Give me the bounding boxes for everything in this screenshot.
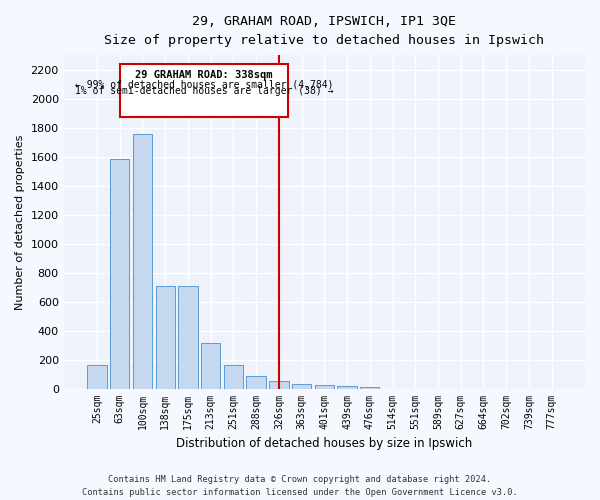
Bar [314, 385, 334, 388]
Bar [133, 134, 152, 388]
Bar [155, 286, 175, 389]
Y-axis label: Number of detached properties: Number of detached properties [15, 134, 25, 310]
Title: 29, GRAHAM ROAD, IPSWICH, IP1 3QE
Size of property relative to detached houses i: 29, GRAHAM ROAD, IPSWICH, IP1 3QE Size o… [104, 15, 544, 47]
FancyBboxPatch shape [120, 64, 288, 118]
Bar [337, 386, 357, 388]
Text: 1% of semi-detached houses are larger (38) →: 1% of semi-detached houses are larger (3… [74, 86, 333, 97]
Text: ← 99% of detached houses are smaller (4,784): ← 99% of detached houses are smaller (4,… [74, 79, 333, 89]
Bar [360, 387, 379, 388]
Bar [269, 382, 289, 388]
Bar [224, 366, 243, 388]
Bar [292, 384, 311, 388]
Bar [201, 343, 220, 388]
Text: 29 GRAHAM ROAD: 338sqm: 29 GRAHAM ROAD: 338sqm [135, 70, 272, 81]
Text: Contains HM Land Registry data © Crown copyright and database right 2024.
Contai: Contains HM Land Registry data © Crown c… [82, 476, 518, 497]
Bar [88, 366, 107, 388]
X-axis label: Distribution of detached houses by size in Ipswich: Distribution of detached houses by size … [176, 437, 472, 450]
Bar [110, 159, 130, 388]
Bar [178, 286, 197, 389]
Bar [247, 376, 266, 388]
